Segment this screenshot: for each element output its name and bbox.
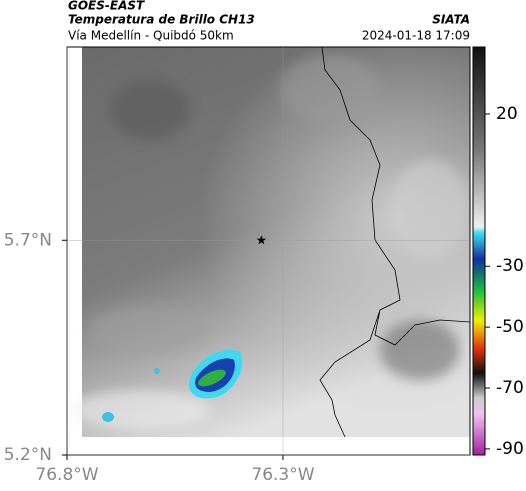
source: SIATA [432, 13, 470, 27]
colorbar-tick-label: 20 [496, 104, 518, 124]
colorbar-tick-label: -70 [496, 378, 524, 398]
location: Vía Medellín - Quibdó 50km [68, 29, 234, 43]
x-tick-label: 76.8°W [35, 465, 98, 485]
subtitle: Temperatura de Brillo CH13 [68, 13, 255, 27]
colorbar [472, 46, 486, 456]
title: GOES-EAST [68, 0, 145, 13]
location-marker [256, 235, 267, 245]
datetime: 2024-01-18 17:09 [362, 29, 470, 43]
colorbar-tick-label: -30 [496, 256, 524, 276]
colorbar-tick-label: -50 [496, 317, 524, 337]
y-tick-label: 5.7°N [4, 230, 52, 250]
y-tick-label: 5.2°N [4, 445, 52, 465]
imagery [70, 46, 471, 438]
colorbar-tick-label: -90 [496, 439, 524, 459]
x-tick-label: 76.3°W [251, 465, 314, 485]
